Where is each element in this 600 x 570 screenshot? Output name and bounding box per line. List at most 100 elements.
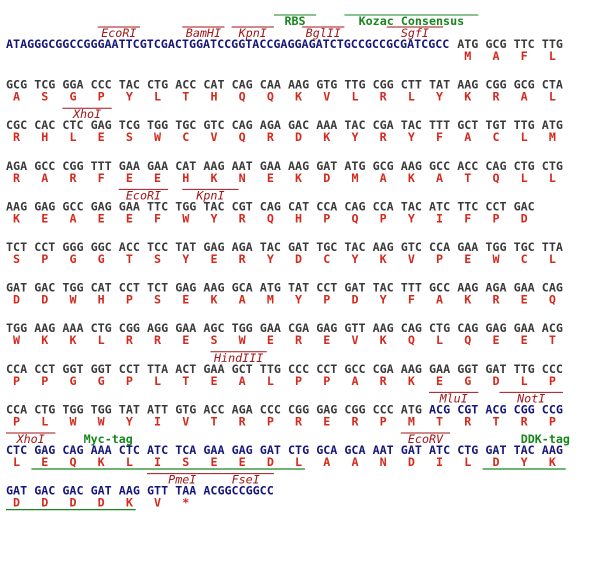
codon: CCT <box>316 281 337 295</box>
codon: CCT <box>485 199 506 213</box>
amino-acid: T <box>492 414 499 428</box>
amino-acid: N <box>239 171 246 185</box>
codon: TAC <box>344 240 365 254</box>
codon: GAA <box>429 362 450 376</box>
codon: CAG <box>542 281 563 295</box>
vector-codon: GAT <box>91 484 112 498</box>
amino-acid: R <box>239 211 247 225</box>
amino-acid: Q <box>549 293 556 307</box>
codon: CAG <box>401 321 422 335</box>
codon: GAA <box>260 159 281 173</box>
codon: GAA <box>119 159 140 173</box>
codon: TGG <box>175 199 196 213</box>
amino-acid: E <box>267 171 274 185</box>
amino-acid: I <box>154 455 161 469</box>
restriction-site: EcoRI <box>126 188 161 202</box>
codon: GTC <box>203 118 224 132</box>
codon: GAC <box>288 118 309 132</box>
codon: AAG <box>6 199 27 213</box>
codon: CTG <box>542 159 563 173</box>
amino-acid: P <box>98 90 105 104</box>
codon: CTG <box>514 159 535 173</box>
codon: AAG <box>373 321 394 335</box>
codon: GGA <box>62 78 83 92</box>
codon: CCA <box>373 199 394 213</box>
codon: TCT <box>147 281 168 295</box>
codon: CTC <box>62 118 83 132</box>
codon: ATT <box>147 402 168 416</box>
amino-acid: A <box>492 49 499 63</box>
amino-acid: D <box>408 455 415 469</box>
amino-acid: K <box>13 211 20 225</box>
amino-acid: R <box>295 414 303 428</box>
codon: ACC <box>119 240 140 254</box>
codon: ATG <box>401 402 422 416</box>
codon: CCC <box>288 362 309 376</box>
vector-codon: GAT <box>485 443 506 457</box>
amino-acid: R <box>239 252 247 266</box>
vector-sequence: ATAGGGCGGCCGGGAATTCGTCGACTGGATCCGGTACCGA… <box>6 37 449 51</box>
codon: TGC <box>316 240 337 254</box>
amino-acid: K <box>549 455 556 469</box>
amino-acid: S <box>154 252 161 266</box>
amino-acid: H <box>182 171 189 185</box>
amino-acid: F <box>154 211 161 225</box>
amino-acid: E <box>41 211 48 225</box>
amino-acid: D <box>295 252 302 266</box>
amino-acid: A <box>69 211 76 225</box>
vector-codon: AAT <box>373 443 394 457</box>
codon: CCC <box>91 78 112 92</box>
amino-acid: A <box>436 171 443 185</box>
amino-acid: C <box>323 252 330 266</box>
codon: TGC <box>514 240 535 254</box>
codon: CCT <box>34 240 55 254</box>
restriction-site: MluI <box>439 391 468 405</box>
amino-acid: P <box>436 252 443 266</box>
codon: GAA <box>457 240 478 254</box>
amino-acid: L <box>436 333 443 347</box>
codon: CGA <box>373 362 394 376</box>
amino-acid: L <box>154 374 161 388</box>
amino-acid: R <box>492 293 500 307</box>
vector-codon: TAC <box>514 443 535 457</box>
codon: TGC <box>175 118 196 132</box>
amino-acid: M <box>267 293 274 307</box>
codon: AGA <box>260 118 281 132</box>
amino-acid: P <box>41 252 48 266</box>
codon: GGG <box>62 240 83 254</box>
amino-acid: D <box>41 496 48 510</box>
amino-acid: * <box>182 496 189 510</box>
amino-acid: W <box>13 333 21 347</box>
codon: CGC <box>6 118 27 132</box>
amino-acid: A <box>351 455 358 469</box>
codon: GAA <box>514 321 535 335</box>
amino-acid: Q <box>239 130 246 144</box>
amino-acid: A <box>436 293 443 307</box>
amino-acid: S <box>41 90 48 104</box>
vector-codon: GAT <box>401 443 422 457</box>
feature-label: RBS <box>284 14 305 28</box>
codon: GAG <box>34 199 55 213</box>
amino-acid: Q <box>239 90 246 104</box>
amino-acid: E <box>267 333 274 347</box>
restriction-site: XhoI <box>72 107 101 121</box>
amino-acid: P <box>126 374 133 388</box>
codon: GAG <box>203 240 224 254</box>
codon: CAG <box>344 199 365 213</box>
feature-label: Kozac Consensus <box>359 14 465 28</box>
codon: GAG <box>175 281 196 295</box>
codon: CGT <box>232 199 253 213</box>
codon: TCG <box>119 118 140 132</box>
codon: GTC <box>401 240 422 254</box>
amino-acid: L <box>521 374 528 388</box>
codon: CGG <box>485 78 506 92</box>
amino-acid: K <box>408 171 415 185</box>
amino-acid: I <box>436 211 443 225</box>
amino-acid: A <box>13 90 20 104</box>
amino-acid: K <box>295 90 302 104</box>
codon: TAC <box>203 199 224 213</box>
amino-acid: W <box>492 252 500 266</box>
amino-acid: V <box>182 414 189 428</box>
vector-codon: AAA <box>91 443 112 457</box>
vector-codon: AAG <box>542 443 563 457</box>
